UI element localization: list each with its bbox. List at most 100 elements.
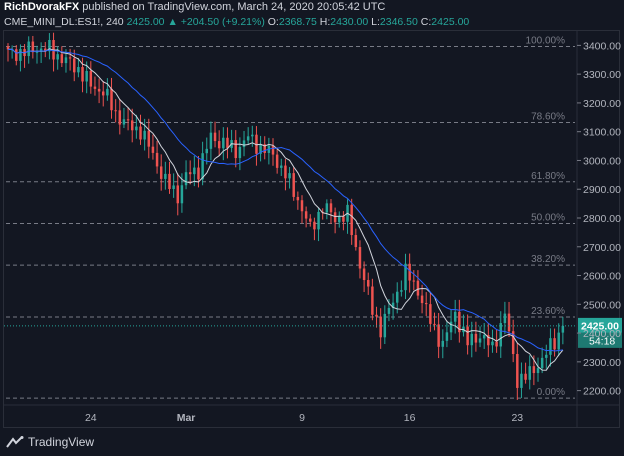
candle-body [135,126,138,131]
candle-body [333,212,337,223]
candle-body [416,280,420,296]
candle [507,301,511,337]
candle-body [275,154,279,168]
candle [52,32,55,72]
candle [226,127,229,159]
candle-body [64,57,68,64]
candle [362,261,366,293]
candle-body [176,185,180,204]
candle-body [466,326,469,346]
candle-body [395,291,399,303]
fib-level-label: 0.00% [537,387,565,398]
candle-body [118,110,122,125]
candle [391,293,395,320]
candle [371,278,374,321]
candle-body [44,48,47,52]
candle [304,206,308,228]
chart-frame [3,30,620,428]
y-tick-label: 3200.00 [583,98,621,110]
candle-body [213,132,217,142]
candle-body [19,48,22,61]
candle-body [106,88,109,96]
candle [338,211,341,228]
candle-body [478,338,482,343]
candle [6,43,10,62]
candle-body [271,145,275,155]
candle-body [242,140,246,148]
fib-level-label: 61.80% [531,171,565,182]
candle-body [387,307,391,314]
symbol-name[interactable]: CME_MINI_DL:ES1!, 240 [4,16,124,28]
candle-body [516,353,519,388]
price-line: 2425.00 54:18 [4,317,622,348]
candle [466,314,469,355]
candle [176,173,180,216]
price-change: +204.50 (+9.21%) [180,16,265,28]
candle [73,49,76,82]
tradingview-logo-icon [6,436,24,448]
candle-body [77,67,80,73]
candle-body [193,167,196,175]
candle-body [441,340,445,347]
candle [155,140,159,174]
candle-body [60,54,64,64]
candle-body [350,204,353,236]
candle-body [39,48,43,52]
candle-body [130,120,134,131]
candle-body [507,313,511,332]
candle-body [487,335,490,346]
tradingview-branding[interactable]: TradingView [6,432,94,452]
candle-body [524,373,527,380]
candle-body [81,67,84,82]
candle [329,198,333,224]
candle [288,167,291,189]
candle-body [375,314,378,317]
candle [333,207,337,234]
candle-body [296,196,300,201]
candle [27,36,30,64]
candle-body [164,173,167,179]
candle [114,99,117,123]
candle-body [201,153,204,180]
candle-body [143,130,146,140]
candle-body [354,235,358,248]
y-tick-label: 3100.00 [583,127,621,139]
candle-body [557,332,560,350]
axes: 2200.00 2300.00 2400.00 2500.00 2600.00 2700.… [3,30,621,428]
y-tick-label: 2500.00 [583,299,621,311]
candle [516,342,519,400]
candle-body [379,316,382,338]
candle-body [238,147,242,159]
candle [309,214,312,227]
candle-body [317,211,320,230]
candle-body [56,54,59,60]
last-price: 2425.00 [126,16,165,28]
candle [77,57,80,78]
candle-body [209,132,213,149]
candle [280,158,283,176]
close-value: 2425.00 [431,16,470,28]
candle-body [180,185,184,204]
candle-body [482,335,486,339]
candle [536,357,540,382]
candle [35,45,39,64]
publish-info: published on TradingView.com, March 24, … [82,1,386,13]
candle-body [27,41,30,57]
y-tick-label: 2900.00 [583,184,621,196]
countdown-tag-label: 54:18 [589,335,615,347]
last-price-tag [578,317,622,333]
candle-body [159,166,163,179]
author-name[interactable]: RichDvorakFX [4,1,80,13]
candle [151,134,155,160]
change-arrow-icon: ▲ [167,16,178,28]
candle [437,312,440,359]
candle-body [89,71,93,87]
candle-body [48,39,51,52]
candle [168,161,171,194]
candle-body [408,263,411,281]
candle [284,159,287,191]
candle [101,80,105,107]
y-tick-label: 2400.00 [583,328,621,340]
candle [209,121,213,161]
